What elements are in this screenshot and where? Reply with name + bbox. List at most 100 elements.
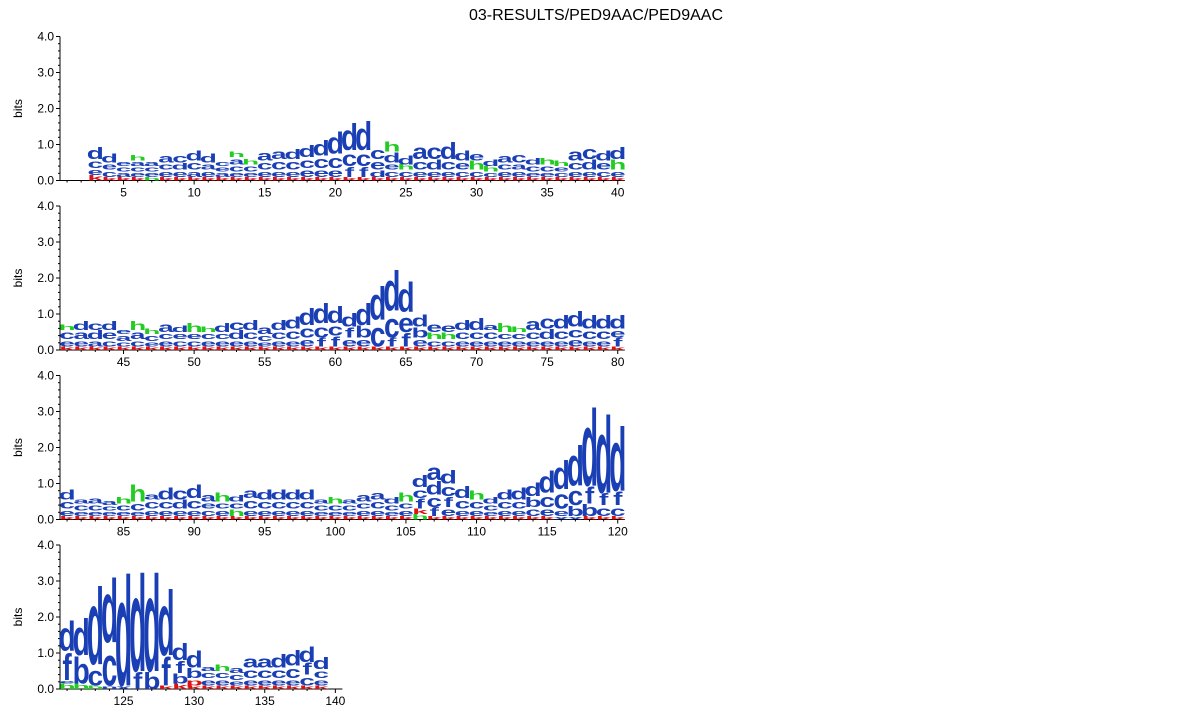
logo-glyph: k (271, 516, 288, 521)
x-tick-label: 70 (470, 355, 484, 369)
logo-glyph: e (243, 508, 259, 518)
logo-glyph: c (200, 508, 216, 518)
y-tick-label: 4.0 (37, 538, 54, 552)
logo-glyph: e (412, 169, 428, 179)
logo-glyph: k (469, 177, 486, 182)
logo-glyph: a (186, 169, 202, 179)
logo-glyph: k (356, 177, 373, 182)
logo-glyph: k (483, 177, 500, 182)
logo-glyph: d (299, 305, 316, 330)
x-tick-label: 115 (538, 525, 557, 539)
logo-glyph: d (468, 315, 485, 334)
logo-glyph: e (539, 338, 555, 348)
logo-glyph: e (116, 160, 132, 168)
logo-glyph: d (200, 152, 217, 165)
logo-glyph: k (440, 346, 457, 351)
logo-glyph: c (511, 331, 527, 341)
logo-glyph: e (370, 157, 386, 173)
chart-title: 03-RESULTS/PED9AAC/PED9AAC (468, 7, 723, 24)
logo-glyph: d (284, 146, 301, 162)
logo-glyph: d (143, 548, 160, 700)
logo-glyph: h (129, 155, 146, 163)
logo-glyph: h (468, 489, 485, 502)
logo-glyph: c (426, 492, 442, 511)
logo-glyph: e (130, 171, 146, 179)
logo-glyph: h (143, 177, 160, 182)
logo-glyph: e (158, 338, 174, 348)
logo-glyph: a (200, 491, 217, 504)
logo-glyph: c (243, 329, 259, 342)
logo-glyph: c (229, 501, 245, 511)
logo-glyph: c (144, 165, 160, 173)
logo-glyph: k (130, 177, 147, 182)
x-tick-label: 35 (540, 186, 554, 200)
logo-glyph: e (313, 510, 329, 518)
logo-glyph: d (186, 481, 203, 502)
y-axis-label: bits (11, 99, 25, 118)
logo-glyph: e (328, 510, 344, 518)
logo-glyph: k (370, 177, 387, 182)
logo-glyph: k (497, 516, 514, 521)
logo-glyph: c (299, 155, 315, 171)
logo-glyph: e (158, 508, 174, 518)
logo-glyph: a (370, 489, 387, 502)
y-tick-label: 2.0 (37, 102, 54, 116)
logo-glyph: a (243, 485, 259, 501)
logo-glyph: e (215, 338, 231, 348)
logo-glyph: k (328, 177, 345, 182)
logo-glyph: d (299, 487, 316, 503)
logo-glyph: k (271, 346, 288, 351)
logo-glyph: c (596, 327, 612, 343)
logo-glyph: c (370, 314, 386, 354)
logo-glyph: c (525, 163, 541, 173)
logo-glyph: d (609, 144, 626, 163)
logo-glyph: h (186, 322, 203, 335)
logo-glyph: k (497, 346, 514, 351)
x-tick-label: 45 (117, 355, 131, 369)
logo-glyph: k (440, 177, 457, 182)
logo-glyph: e (144, 171, 160, 179)
logo-glyph: c (497, 331, 513, 341)
logo-glyph: k (497, 177, 514, 182)
logo-glyph: e (568, 169, 584, 179)
logo-glyph: e (511, 338, 527, 348)
logo-glyph: h (496, 322, 513, 335)
logo-glyph: c (412, 157, 428, 173)
y-tick-label: 3.0 (37, 405, 54, 419)
logo-glyph: e (356, 508, 372, 518)
logo-glyph: c (144, 333, 160, 343)
logo-glyph: c (483, 329, 499, 342)
logo-glyph: k (539, 516, 556, 521)
logo-glyph: d (355, 299, 372, 332)
logo-glyph: d (214, 322, 231, 335)
logo-glyph: e (271, 169, 287, 179)
logo-glyph: d (496, 487, 513, 503)
logo-glyph: c (596, 169, 612, 179)
logo-glyph: c (257, 666, 273, 682)
logo-glyph: k (539, 346, 556, 351)
logo-glyph: d (524, 480, 541, 501)
logo-glyph: a (229, 156, 245, 166)
logo-glyph: e (469, 508, 485, 518)
logo-glyph: c (313, 668, 329, 681)
logo-glyph: a (73, 497, 89, 505)
logo-glyph: e (553, 165, 569, 173)
logo-glyph: a (215, 171, 231, 179)
logo-glyph: c (398, 501, 414, 511)
logo-glyph: e (73, 510, 89, 518)
logo-glyph: a (87, 495, 103, 505)
logo-glyph: c (455, 169, 471, 179)
logo-glyph: k (568, 177, 585, 182)
logo-glyph: e (285, 338, 301, 348)
logo-glyph: c (87, 158, 103, 171)
y-tick-label: 0.0 (37, 513, 54, 527)
logo-glyph: d (383, 495, 400, 505)
logo-glyph: e (455, 338, 471, 348)
logo-glyph: d (397, 275, 414, 322)
logo-glyph: e (610, 327, 626, 340)
logo-glyph: d (242, 318, 259, 334)
logo-glyph: c (497, 498, 513, 511)
logo-glyph: a (200, 665, 216, 673)
logo-glyph: d (355, 115, 372, 159)
